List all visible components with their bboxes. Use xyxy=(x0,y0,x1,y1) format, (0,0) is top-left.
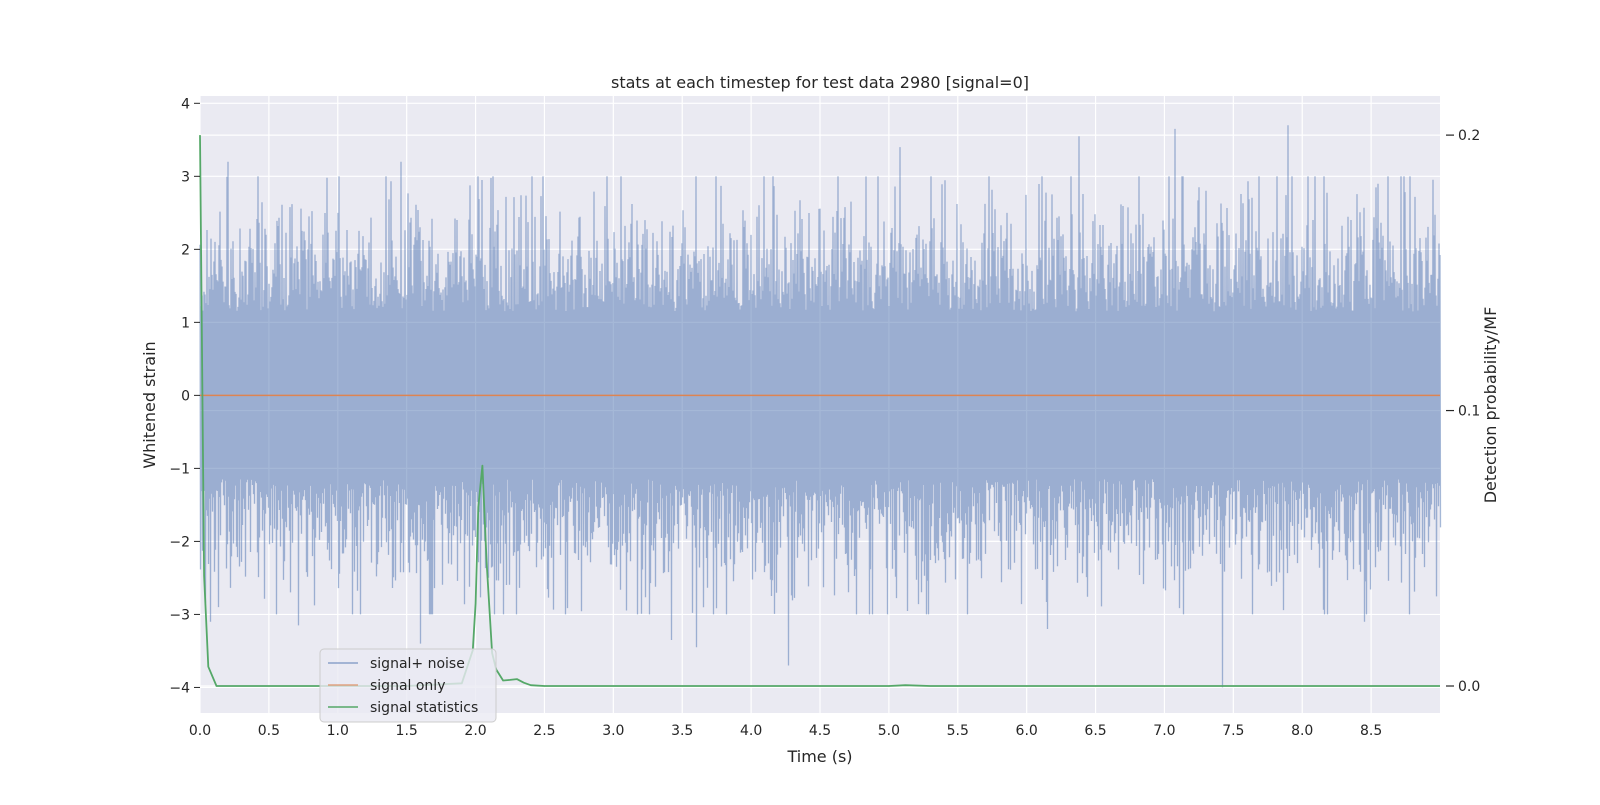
x-tick-label: 8.5 xyxy=(1360,723,1382,739)
y-left-ticks: 4 3 2 1 0 −1 −2 −3 −4 xyxy=(169,96,200,696)
y-right-tick-label: 0.2 xyxy=(1458,128,1480,144)
x-tick-label: 0.5 xyxy=(258,723,280,739)
y-left-tick-label: 3 xyxy=(181,169,190,185)
series-signal-noise xyxy=(199,125,1442,688)
x-axis-label: Time (s) xyxy=(786,747,852,766)
x-tick-label: 7.5 xyxy=(1222,723,1244,739)
legend: signal+ noise signal only signal statist… xyxy=(319,648,497,723)
x-tick-label: 3.0 xyxy=(602,723,624,739)
y-right-ticks: 0.2 0.1 0.0 xyxy=(1446,128,1480,695)
y-left-axis-label: Whitened strain xyxy=(140,341,159,468)
x-tick-label: 4.5 xyxy=(809,723,831,739)
x-tick-label: 2.0 xyxy=(464,723,486,739)
x-tick-label: 5.5 xyxy=(947,723,969,739)
y-left-tick-label: 1 xyxy=(181,315,190,331)
y-left-tick-label: 0 xyxy=(181,388,190,404)
y-left-tick-label: −3 xyxy=(169,607,190,623)
x-ticks: 0.0 0.5 1.0 1.5 2.0 2.5 3.0 3.5 4.0 4.5 5.0 5.5 6.0 6… xyxy=(189,723,1382,739)
x-tick-label: 2.5 xyxy=(533,723,555,739)
x-tick-label: 1.5 xyxy=(396,723,418,739)
y-right-tick-label: 0.1 xyxy=(1458,404,1480,420)
y-right-tick-label: 0.0 xyxy=(1458,679,1480,695)
y-left-tick-label: −1 xyxy=(169,461,190,477)
y-left-tick-label: 4 xyxy=(181,96,190,112)
y-right-axis-label: Detection probability/MF xyxy=(1481,307,1500,504)
x-tick-label: 3.5 xyxy=(671,723,693,739)
x-tick-label: 4.0 xyxy=(740,723,762,739)
legend-box xyxy=(319,648,497,723)
x-tick-label: 1.0 xyxy=(327,723,349,739)
x-tick-label: 0.0 xyxy=(189,723,211,739)
y-left-tick-label: 2 xyxy=(181,242,190,258)
chart-title: stats at each timestep for test data 298… xyxy=(611,73,1029,92)
legend-label-signal-statistics: signal statistics xyxy=(370,700,478,716)
y-left-tick-label: −4 xyxy=(169,680,190,696)
y-left-tick-label: −2 xyxy=(169,534,190,550)
x-tick-label: 5.0 xyxy=(878,723,900,739)
x-tick-label: 7.0 xyxy=(1153,723,1175,739)
legend-label-signal-only: signal only xyxy=(370,678,445,694)
legend-label-signal-noise: signal+ noise xyxy=(370,656,465,672)
x-tick-label: 6.5 xyxy=(1084,723,1106,739)
x-tick-label: 8.0 xyxy=(1291,723,1313,739)
x-tick-label: 6.0 xyxy=(1016,723,1038,739)
